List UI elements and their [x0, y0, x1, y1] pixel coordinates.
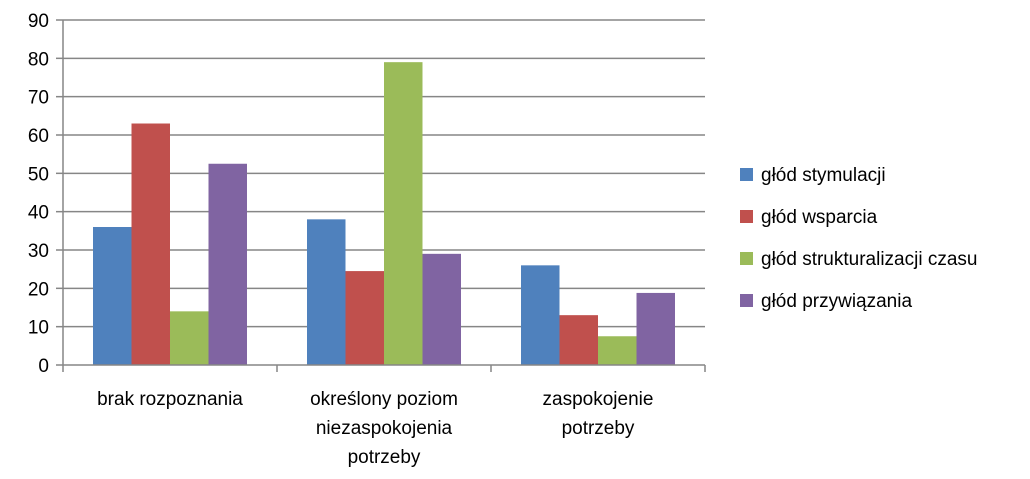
bar — [384, 62, 423, 366]
y-tick-label: 40 — [28, 203, 49, 224]
y-tick-label: 80 — [28, 49, 49, 70]
y-tick-label: 50 — [28, 164, 49, 185]
x-category-label: brak rozpoznania — [97, 389, 243, 410]
bar — [559, 315, 598, 365]
legend-swatch — [740, 168, 753, 181]
y-tick-label: 10 — [28, 318, 49, 339]
y-axis-tick-labels: 0 10 20 30 40 50 60 70 80 90 — [28, 11, 49, 377]
legend-label: głód wsparcia — [761, 207, 878, 228]
y-tick-label: 30 — [28, 241, 49, 262]
legend: głód stymulacji głód wsparcia głód struktu… — [740, 165, 977, 312]
bar — [307, 219, 346, 365]
bars — [93, 62, 675, 366]
x-category-label: określony poziom niezaspokojenia potrzeby — [310, 389, 458, 468]
y-tick-label: 20 — [28, 279, 49, 300]
bar — [598, 336, 637, 365]
bar — [170, 311, 209, 365]
bar — [636, 292, 675, 365]
legend-swatch — [740, 294, 753, 307]
legend-label: głód strukturalizacji czasu — [761, 249, 977, 270]
legend-swatch — [740, 210, 753, 223]
y-tick-label: 60 — [28, 126, 49, 147]
y-tick-label: 70 — [28, 88, 49, 109]
y-tick-label: 0 — [38, 356, 49, 377]
legend-label: głód stymulacji — [761, 165, 886, 186]
x-axis-category-labels: brak rozpoznania określony poziom niezaspo… — [97, 389, 653, 468]
axes — [62, 20, 706, 372]
bar — [93, 227, 132, 365]
legend-swatch — [740, 252, 753, 265]
bar — [521, 265, 560, 365]
legend-label: głód przywiązania — [761, 291, 912, 312]
bar — [208, 163, 247, 365]
x-category-label: zaspokojenie potrzeby — [543, 389, 654, 439]
bar — [422, 253, 461, 365]
bar — [345, 271, 384, 365]
y-tick-label: 90 — [28, 11, 49, 32]
bar — [131, 123, 170, 365]
